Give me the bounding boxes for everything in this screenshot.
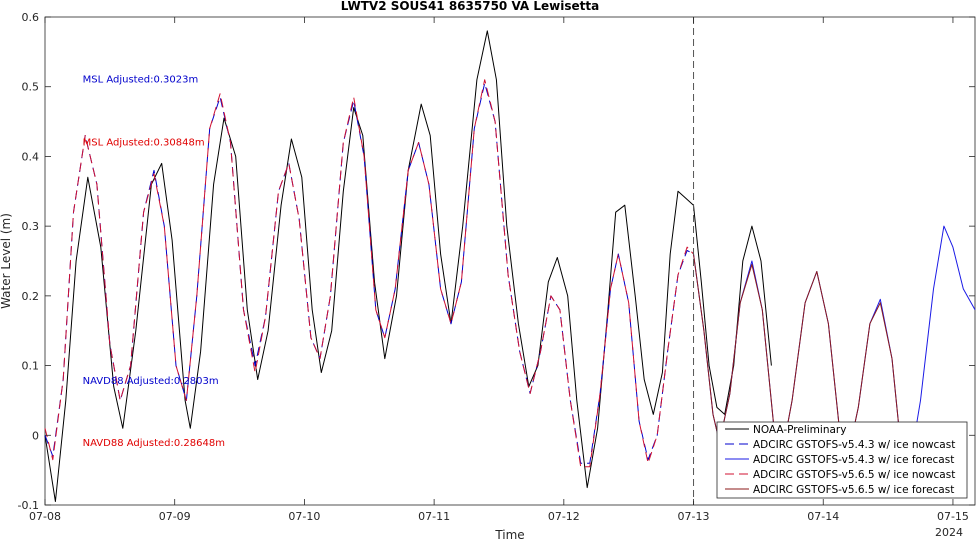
y-tick-label: 0.5: [22, 81, 40, 94]
y-axis-label: Water Level (m): [0, 213, 13, 309]
y-tick-label: 0: [32, 429, 39, 442]
y-tick-label: 0.3: [22, 220, 40, 233]
y-tick-label: 0.4: [22, 150, 40, 163]
annotation-text: NAVD88 Adjusted:0.28648m: [83, 438, 225, 449]
annotation-text: NAVD88 Adjusted:0.2803m: [83, 376, 219, 387]
legend-label: ADCIRC GSTOFS-v5.4.3 w/ ice nowcast: [753, 439, 955, 451]
x-tick-label: 07-14: [807, 510, 839, 523]
x-tick-label: 07-08: [29, 510, 61, 523]
legend-items: NOAA-Preliminary ADCIRC GSTOFS-v5.4.3 w/ …: [725, 424, 955, 496]
x-tick-label: 07-12: [548, 510, 580, 523]
annotations: MSL Adjusted:0.3023m MSL Adjusted:0.30848…: [83, 75, 225, 449]
legend-label: ADCIRC GSTOFS-v5.6.5 w/ ice nowcast: [753, 469, 955, 481]
y-tick-label: 0.2: [22, 290, 40, 303]
axis-ticks: -0.1 0 0.1 0.2 0.3 0.4 0.5 0.6 07-08 07-09 07-10 07…: [18, 11, 975, 523]
series-line-0: [44, 30, 772, 502]
series-line-3: [44, 79, 694, 468]
annotation-text: MSL Adjusted:0.3023m: [83, 75, 199, 86]
x-tick-label: 07-09: [159, 510, 191, 523]
legend: NOAA-Preliminary ADCIRC GSTOFS-v5.4.3 w/ …: [716, 421, 968, 499]
y-tick-label: 0.1: [22, 360, 40, 373]
x-tick-label: 07-10: [288, 510, 320, 523]
x-tick-label: 07-13: [678, 510, 710, 523]
legend-box: [716, 421, 968, 499]
year-label: 2024: [935, 526, 963, 539]
legend-label: ADCIRC GSTOFS-v5.6.5 w/ ice forecast: [753, 484, 954, 496]
x-tick-label: 07-11: [418, 510, 450, 523]
annotation-text: MSL Adjusted:0.30848m: [83, 137, 205, 148]
series-layer: [44, 30, 976, 502]
x-tick-label: 07-15: [937, 510, 969, 523]
legend-label: ADCIRC GSTOFS-v5.4.3 w/ ice forecast: [753, 454, 954, 466]
chart-title: LWTV2 SOUS41 8635750 VA Lewisetta: [341, 0, 599, 13]
legend-label: NOAA-Preliminary: [753, 424, 846, 436]
series-line-1: [44, 82, 694, 464]
y-tick-label: 0.6: [22, 11, 40, 24]
y-tick-label: -0.1: [18, 499, 39, 512]
x-axis-label: Time: [494, 528, 524, 541]
